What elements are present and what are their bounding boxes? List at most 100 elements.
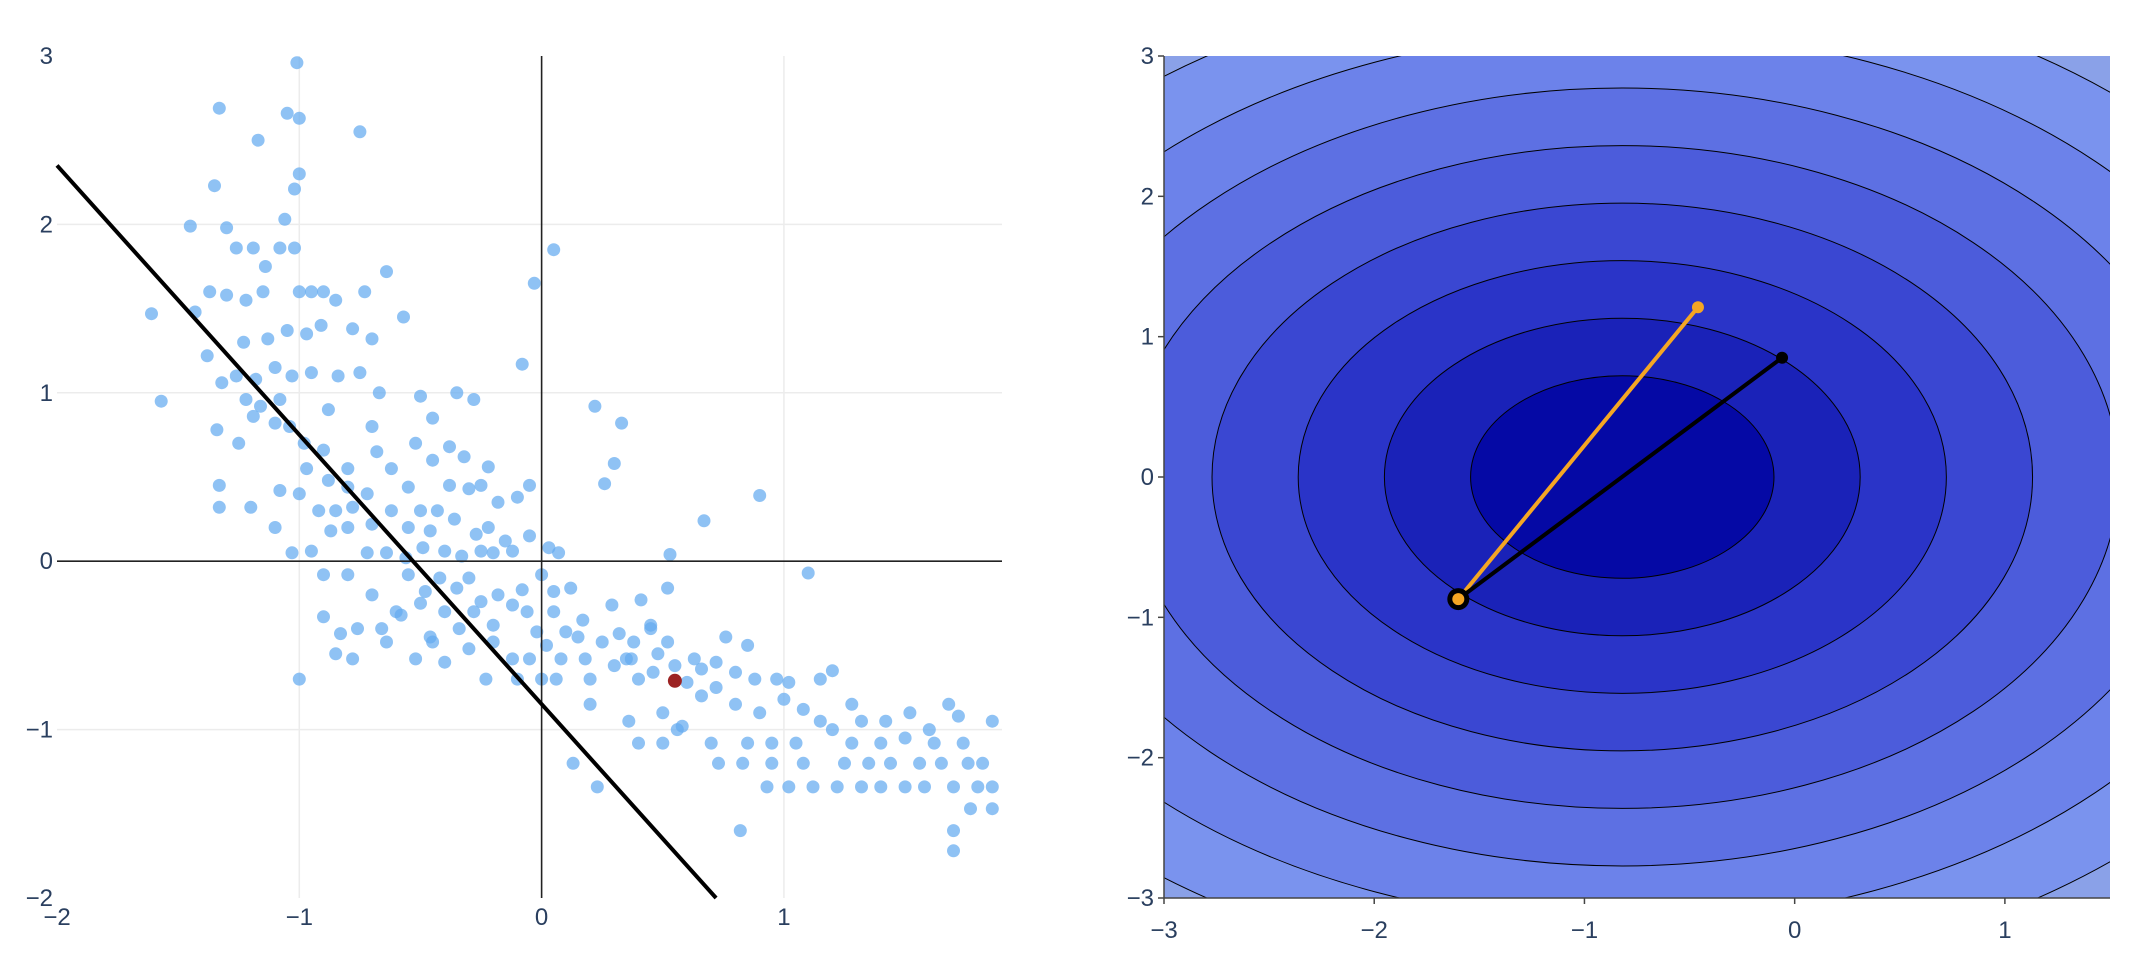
scatter-point (506, 652, 519, 666)
scatter-point (244, 500, 258, 514)
scatter-point (280, 324, 294, 337)
contour-fill (1164, 56, 2110, 898)
scatter-point (934, 756, 948, 770)
scatter-point (285, 369, 299, 383)
scatter-point (506, 544, 519, 558)
scatter-point (365, 332, 379, 346)
y-tick-label: 3 (1141, 43, 1154, 70)
x-tick-label: 1 (1998, 917, 2011, 944)
scatter-point (312, 504, 326, 518)
scatter-point (554, 652, 568, 666)
scatter-point (292, 672, 306, 686)
scatter-point (796, 702, 810, 716)
scatter-point (443, 440, 456, 454)
scatter-point (590, 780, 604, 794)
scatter-point (329, 647, 343, 661)
y-tick-label: 3 (40, 43, 53, 70)
scatter-point (154, 394, 168, 408)
scatter-point (656, 706, 670, 720)
scatter-point (469, 527, 483, 541)
scatter-point (273, 241, 287, 255)
scatter-point (748, 672, 762, 686)
x-tick-label: −2 (43, 904, 70, 931)
y-tick-label: 0 (40, 548, 53, 575)
scatter-point (384, 462, 398, 476)
y-tick-label: 2 (40, 211, 53, 238)
scatter-point (520, 605, 534, 619)
scatter-point (615, 416, 629, 430)
scatter-point (760, 780, 774, 794)
scatter-point (210, 423, 224, 437)
scatter-gridlines (57, 56, 1002, 898)
scatter-point (583, 672, 597, 686)
scatter-point (346, 652, 360, 666)
scatter-point (622, 714, 636, 728)
scatter-point (212, 500, 226, 514)
scatter-point (237, 335, 251, 349)
scatter-point (801, 566, 815, 580)
scatter-point (571, 630, 585, 644)
scatter-point (365, 420, 379, 433)
x-tick-label: −3 (1150, 917, 1177, 944)
scatter-point (695, 689, 708, 703)
y-tick-label: −3 (1127, 885, 1154, 912)
scatter-point (942, 697, 956, 711)
scatter-point (341, 568, 355, 582)
scatter-point (612, 627, 626, 641)
scatter-chart: −2 −1 0 1 3 2 1 0 −1 −2 (26, 43, 1002, 931)
scatter-point (486, 546, 500, 560)
scatter-point (292, 487, 306, 501)
scatter-point (855, 714, 868, 728)
scatter-point (607, 457, 621, 470)
scatter-point (278, 212, 292, 226)
scatter-point (314, 318, 328, 332)
scatter-point (426, 453, 440, 467)
scatter-point (661, 635, 675, 649)
scatter-point (292, 167, 306, 181)
scatter-point (452, 622, 466, 636)
contour-y-tick-labels: 3 2 1 0 −1 −2 −3 (1127, 43, 1164, 912)
scatter-point (789, 736, 803, 750)
scatter-point (321, 473, 335, 487)
scatter-point (280, 106, 294, 120)
scatter-point (796, 756, 810, 770)
scatter-point (646, 665, 660, 679)
scatter-point (627, 635, 641, 649)
scatter-point (704, 736, 718, 750)
scatter-point (595, 635, 609, 649)
scatter-point (830, 780, 844, 794)
scatter-point (695, 662, 708, 676)
scatter-point (552, 546, 566, 560)
scatter-point (321, 403, 335, 417)
y-tick-label: −1 (26, 717, 53, 744)
scatter-point (200, 349, 214, 363)
scatter-point (304, 544, 318, 558)
scatter-point (964, 802, 977, 816)
start-point-inner (1452, 593, 1465, 606)
scatter-point (220, 221, 234, 235)
x-tick-label: 0 (1788, 917, 1801, 944)
scatter-point (346, 322, 360, 336)
scatter-point (474, 544, 488, 558)
scatter-point (285, 546, 299, 560)
scatter-point (491, 495, 505, 509)
scatter-point (246, 409, 260, 423)
scatter-point (268, 416, 282, 430)
scatter-point (564, 581, 578, 595)
scatter-point (273, 484, 287, 497)
scatter-point (527, 276, 541, 290)
y-tick-label: 1 (1141, 324, 1154, 351)
y-tick-label: 0 (1141, 464, 1154, 491)
scatter-point (394, 608, 408, 622)
scatter-point (634, 593, 648, 607)
scatter-point (474, 478, 488, 492)
scatter-point (547, 605, 561, 619)
scatter-point (825, 723, 839, 737)
scatter-point (288, 182, 301, 196)
scatter-point (845, 697, 859, 711)
scatter-point (729, 665, 742, 679)
scatter-point (430, 504, 444, 518)
scatter-point (370, 445, 384, 459)
